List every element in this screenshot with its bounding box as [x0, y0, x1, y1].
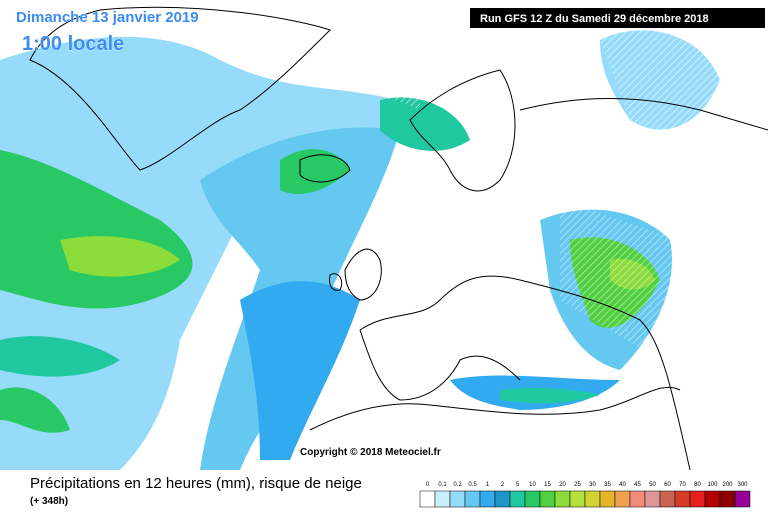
legend-swatch [524, 490, 541, 508]
legend-swatch [539, 490, 556, 508]
legend-label: 0.2 [453, 482, 462, 488]
legend-label: 0.5 [468, 482, 477, 488]
legend-label: 45 [634, 482, 641, 488]
legend-swatch [419, 490, 436, 508]
legend-swatch [584, 490, 601, 508]
legend-swatch [734, 490, 751, 508]
legend-label: 300 [737, 482, 748, 488]
legend-swatch [719, 490, 736, 508]
lead-time: (+ 348h) [30, 496, 68, 507]
legend-label: 25 [574, 482, 581, 488]
legend-swatch [494, 490, 511, 508]
run-info: Run GFS 12 Z du Samedi 29 décembre 2018 [480, 13, 709, 25]
legend-swatch [659, 490, 676, 508]
copyright: Copyright © 2018 Meteociel.fr [300, 447, 441, 458]
legend-swatch [614, 490, 631, 508]
legend-swatch [629, 490, 646, 508]
legend-swatch [449, 490, 466, 508]
legend-label: 50 [649, 482, 656, 488]
legend-label: 0.1 [438, 482, 447, 488]
legend-label: 15 [544, 482, 551, 488]
legend-label: 10 [529, 482, 536, 488]
legend-swatch [644, 490, 661, 508]
legend-label: 70 [679, 482, 686, 488]
legend-label: 0 [426, 482, 430, 488]
legend-label: 1 [486, 482, 490, 488]
footer-title: Précipitations en 12 heures (mm), risque… [30, 475, 362, 492]
legend-swatch [689, 490, 706, 508]
legend-label: 80 [694, 482, 701, 488]
legend: 0 0.1 0.2 0.5 1 2 5 10 15 20 25 30 35 40 45 50 60 70 80 100… [419, 482, 751, 508]
legend-label: 2 [501, 482, 505, 488]
legend-swatch [464, 490, 481, 508]
forecast-time: 1:00 locale [22, 33, 124, 55]
legend-swatch [434, 490, 451, 508]
legend-label: 35 [604, 482, 611, 488]
legend-swatch [674, 490, 691, 508]
legend-swatch [704, 490, 721, 508]
forecast-date: Dimanche 13 janvier 2019 [16, 9, 199, 26]
legend-label: 30 [589, 482, 596, 488]
legend-swatch [509, 490, 526, 508]
legend-swatch [599, 490, 616, 508]
legend-label: 60 [664, 482, 671, 488]
legend-label: 100 [707, 482, 718, 488]
legend-label: 200 [722, 482, 733, 488]
coastlines [29, 6, 768, 471]
precipitation-field [0, 14, 720, 470]
legend-label: 40 [619, 482, 626, 488]
legend-swatch [569, 490, 586, 508]
run-banner [470, 8, 765, 28]
legend-swatch [479, 490, 496, 508]
legend-label: 5 [516, 482, 520, 488]
legend-label: 20 [559, 482, 566, 488]
legend-swatch [554, 490, 571, 508]
